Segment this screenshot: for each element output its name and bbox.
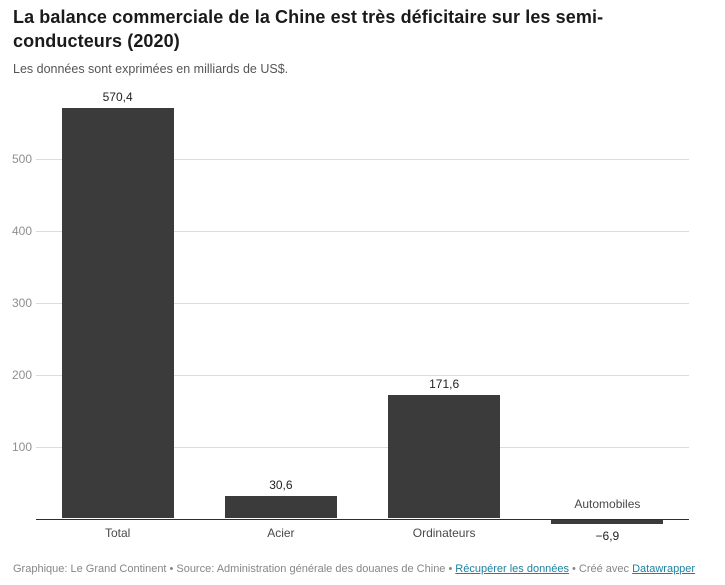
bar-category-label: Automobiles — [574, 496, 641, 511]
x-axis-line — [36, 518, 689, 520]
bar — [224, 496, 337, 519]
bar-category-label: Acier — [267, 525, 295, 540]
footer-separator: • — [169, 563, 174, 575]
bar-category-label: Ordinateurs — [412, 525, 476, 540]
get-the-data-link[interactable]: Récupérer les données — [455, 563, 570, 575]
footer-separator: • — [448, 563, 453, 575]
y-tick-label: 400 — [11, 223, 32, 238]
gridline — [36, 158, 689, 160]
gridline — [36, 446, 689, 448]
bar-value-label: −6,9 — [595, 529, 620, 544]
y-tick-label: 200 — [11, 367, 32, 382]
gridline — [36, 302, 689, 304]
y-tick-label: 300 — [11, 295, 32, 310]
footer-separator: • — [572, 563, 576, 575]
datawrapper-link[interactable]: Datawrapper — [632, 563, 696, 575]
gridline — [36, 230, 689, 232]
gridline — [36, 374, 689, 376]
bar-category-label: Total — [104, 525, 131, 540]
chart-title: La balance commerciale de la Chine est t… — [13, 7, 604, 51]
footer-source: Source: Administration générale des doua… — [176, 563, 446, 575]
bar-value-label: 171,6 — [429, 376, 460, 391]
bar-value-label: 570,4 — [102, 89, 133, 104]
footer-created-with: Créé avec — [578, 563, 630, 575]
bar — [61, 107, 174, 519]
bar — [388, 394, 501, 519]
y-tick-label: 100 — [11, 439, 32, 454]
bar — [551, 519, 664, 525]
chart-subtitle: Les données sont exprimées en milliards … — [13, 61, 289, 76]
y-tick-label: 500 — [11, 151, 32, 166]
plot-area: 100 200 300 400 500 570,4 Total 30,6 Acier 171,6 O… — [0, 88, 725, 558]
footer: Graphique: Le Grand Continent • Source: Ad… — [13, 563, 712, 575]
bar-value-label: 30,6 — [269, 478, 293, 493]
footer-credit: Graphique: Le Grand Continent — [13, 563, 167, 575]
